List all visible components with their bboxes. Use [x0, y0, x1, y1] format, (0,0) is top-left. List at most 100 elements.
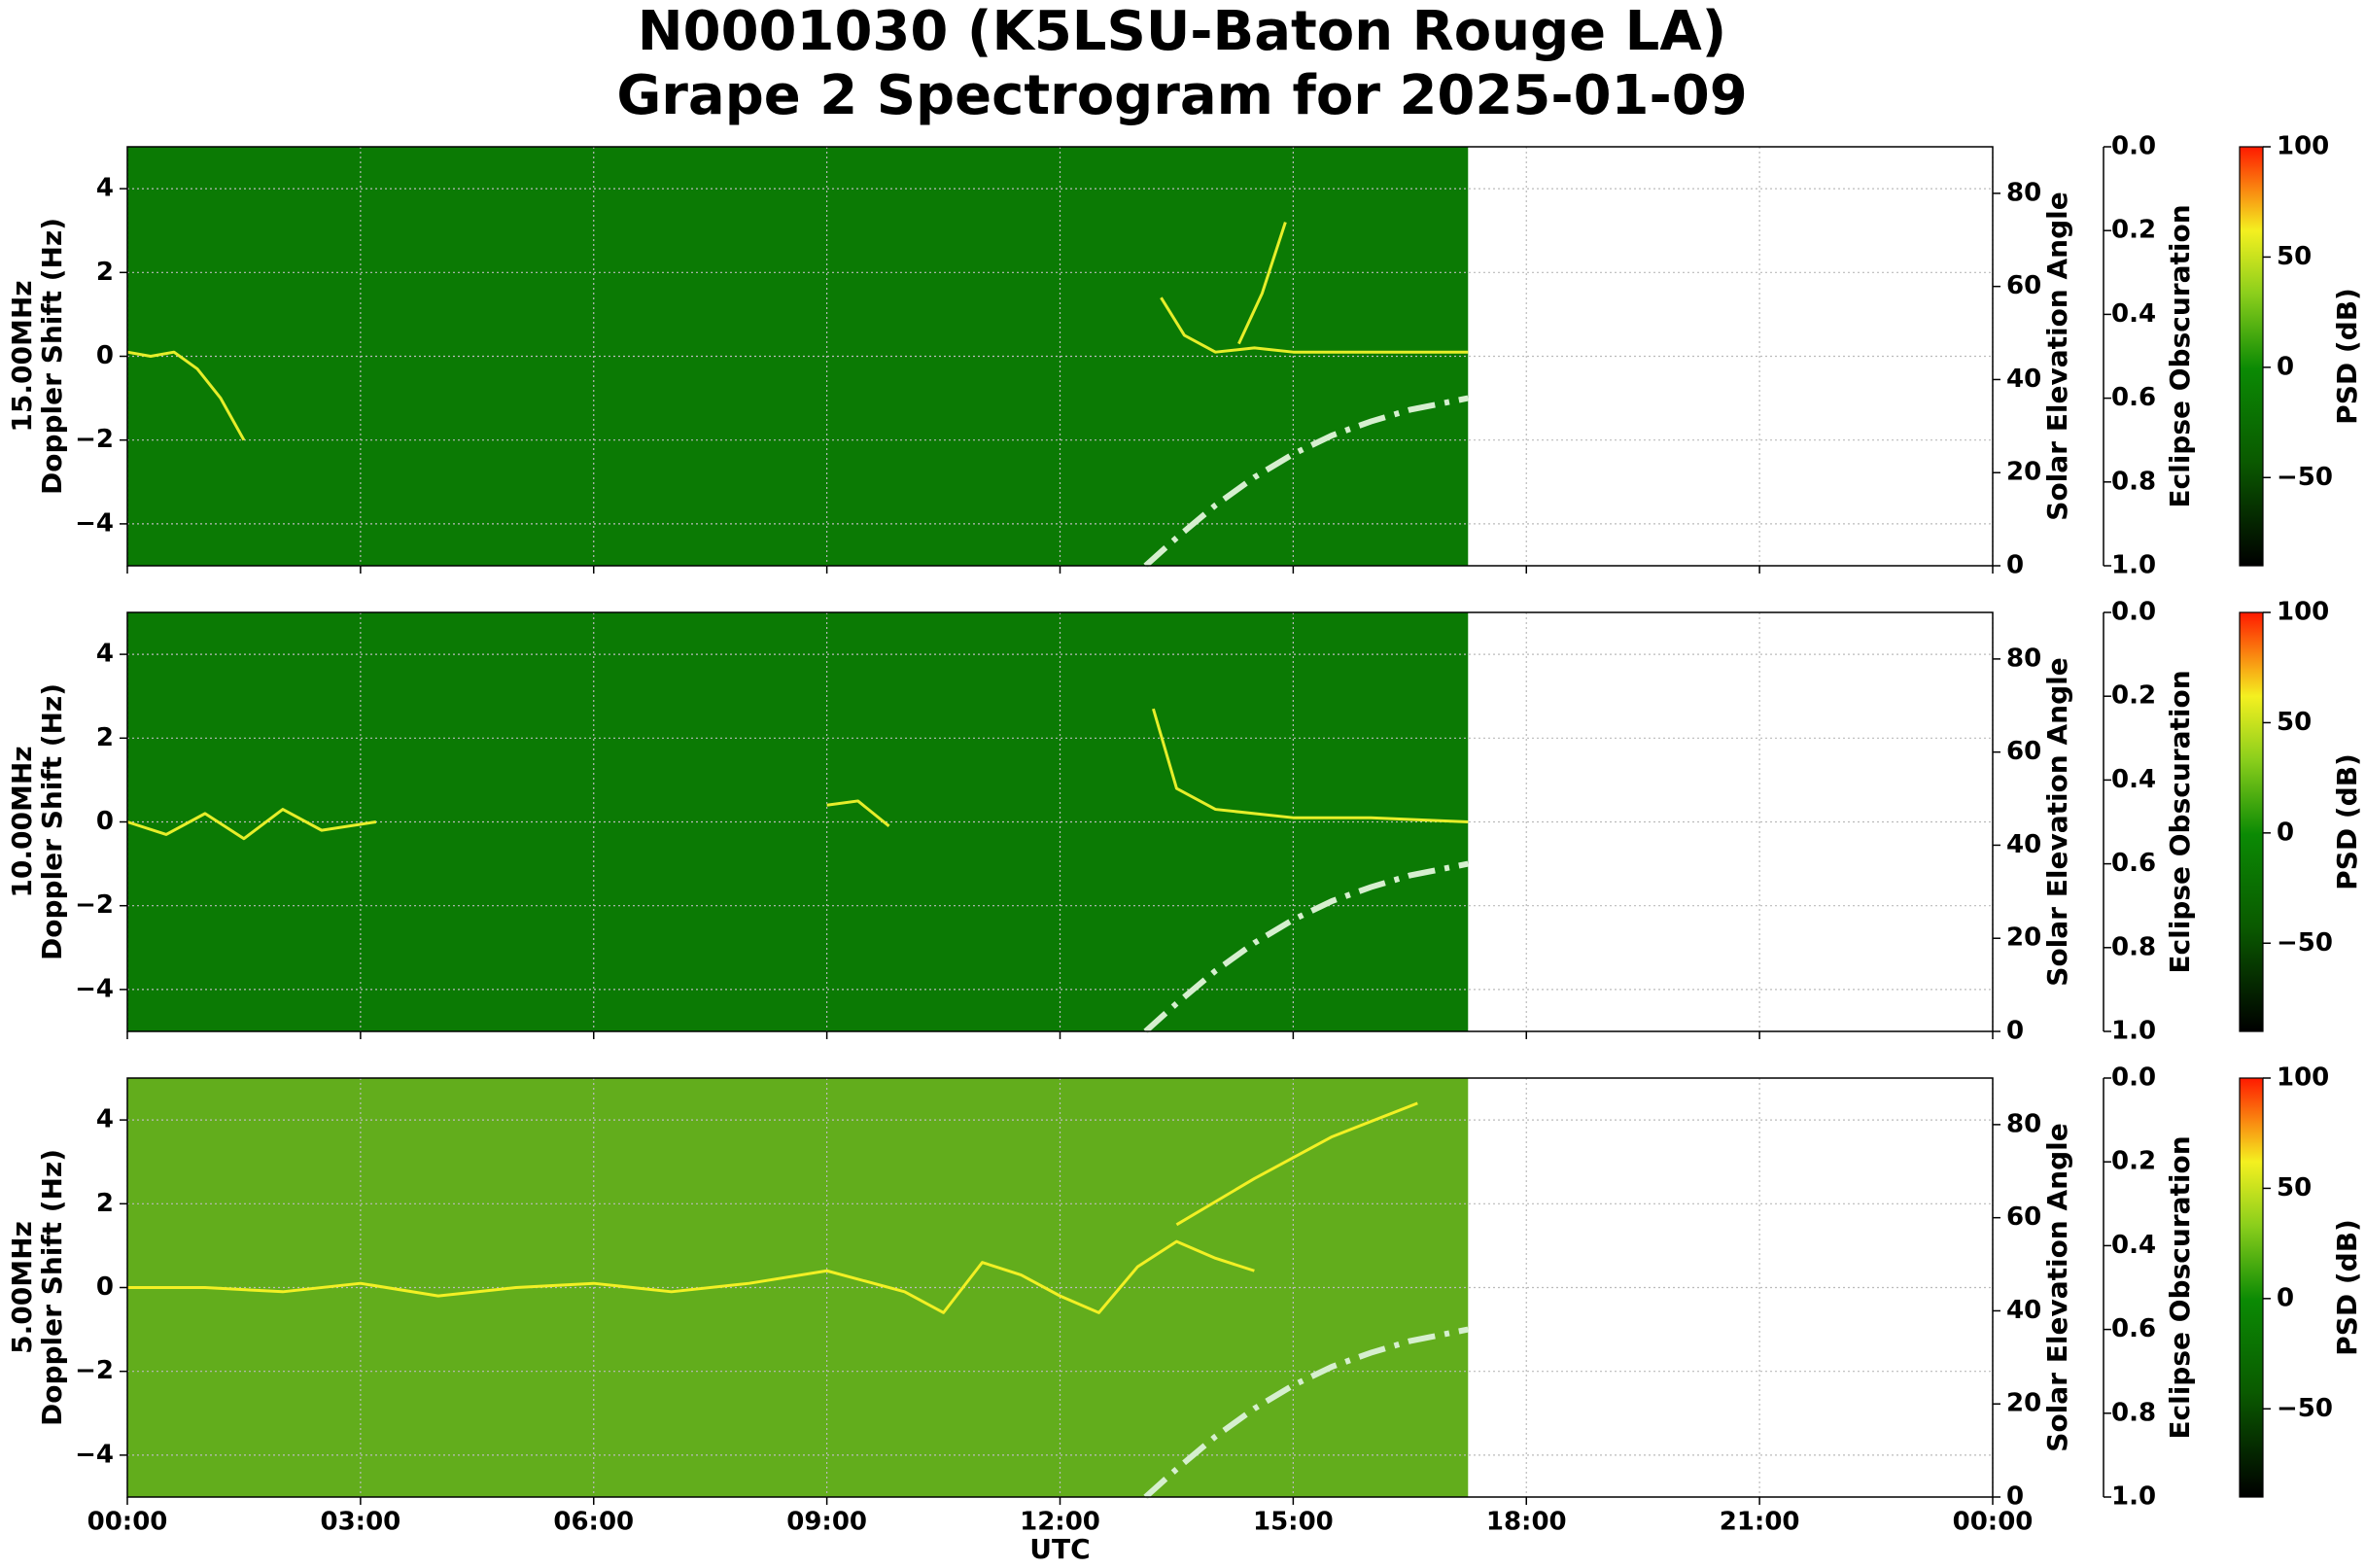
y-axis-label: 10.00MHz [6, 746, 38, 897]
title-line: Grape 2 Spectrogram for 2025-01-09 [616, 64, 1747, 127]
colorbar-tick-label: 0 [2277, 1283, 2294, 1312]
x-tick-label: 21:00 [1720, 1508, 1800, 1537]
colorbar-tick-label: 100 [2277, 1063, 2329, 1093]
colorbar-tick-label: −50 [2277, 463, 2333, 492]
colorbar-tick-label: 0 [2277, 352, 2294, 381]
plot-frame [126, 611, 1994, 1032]
y-tick-label: 4 [96, 1105, 114, 1134]
y-tick-label: −2 [75, 425, 114, 454]
colorbar-tick-label: −50 [2277, 928, 2333, 958]
y3-tick-label: 0.8 [2111, 1398, 2156, 1427]
y-axis-label: Doppler Shift (Hz) [36, 218, 68, 495]
x-tick-label: 06:00 [553, 1508, 634, 1537]
y3-axis-label: Eclipse Obscuration [2164, 670, 2196, 973]
y3-axis-label: Eclipse Obscuration [2164, 204, 2196, 507]
y2-tick-label: 0 [2006, 551, 2024, 580]
y3-tick-label: 0.8 [2111, 467, 2156, 496]
colorbar-label: PSD (dB) [2331, 753, 2363, 890]
colorbar-tick-label: −50 [2277, 1394, 2333, 1423]
y2-tick-label: 80 [2006, 1109, 2041, 1138]
y3-tick-label: 0.4 [2111, 299, 2156, 329]
colorbar-label: PSD (dB) [2331, 288, 2363, 425]
y-tick-label: −4 [75, 508, 114, 538]
y2-tick-label: 20 [2006, 458, 2041, 487]
doppler-trace [126, 350, 246, 441]
y-tick-label: 0 [96, 807, 114, 836]
solar-elevation-curve [1143, 860, 1469, 1034]
y-tick-label: 0 [96, 341, 114, 370]
y2-tick-label: 40 [2006, 830, 2041, 859]
plot-frame [126, 146, 1994, 567]
y2-tick-label: 0 [2006, 1017, 2024, 1046]
x-tick-label: 12:00 [1020, 1508, 1100, 1537]
y-axis-label: 15.00MHz [6, 280, 38, 432]
y3-tick-label: 0.0 [2111, 132, 2156, 161]
doppler-trace [126, 808, 377, 841]
spectrogram-area [127, 612, 1469, 1031]
y-axis-label: 5.00MHz [6, 1221, 38, 1354]
y-tick-label: 0 [96, 1272, 114, 1302]
colorbar-tick-label: 50 [2277, 708, 2312, 737]
y3-tick-label: 0.2 [2111, 681, 2156, 711]
y3-tick-label: 0.6 [2111, 1314, 2156, 1343]
doppler-trace [1175, 1101, 1418, 1227]
y-tick-label: −2 [75, 1356, 114, 1385]
y-tick-label: 2 [96, 1189, 114, 1218]
y3-tick-label: 0.2 [2111, 1147, 2156, 1176]
spectrogram-area [127, 147, 1469, 566]
x-tick-label: 03:00 [320, 1508, 400, 1537]
y3-axis-label: Eclipse Obscuration [2164, 1135, 2196, 1439]
y2-tick-label: 40 [2006, 1296, 2041, 1325]
solar-elevation-curve [1143, 395, 1469, 569]
x-tick-label: 00:00 [87, 1508, 168, 1537]
y2-axis-label: Solar Elevation Angle [2041, 192, 2073, 520]
title-line: N0001030 (K5LSU-Baton Rouge LA) [638, 0, 1727, 63]
y2-axis-label: Solar Elevation Angle [2041, 657, 2073, 986]
y-tick-label: 2 [96, 723, 114, 752]
y3-tick-label: 0.4 [2111, 765, 2156, 794]
y2-tick-label: 80 [2006, 644, 2041, 673]
y3-tick-label: 0.6 [2111, 383, 2156, 412]
y3-tick-label: 1.0 [2111, 551, 2156, 580]
colorbar-tick-label: 50 [2277, 242, 2312, 271]
y2-tick-label: 80 [2006, 178, 2041, 207]
colorbar-label: PSD (dB) [2331, 1219, 2363, 1356]
y-axis-label: Doppler Shift (Hz) [36, 683, 68, 960]
y3-tick-label: 1.0 [2111, 1017, 2156, 1046]
doppler-trace [1152, 708, 1469, 823]
x-tick-label: 00:00 [1953, 1508, 2034, 1537]
x-tick-label: 18:00 [1486, 1508, 1567, 1537]
y2-axis-label: Solar Elevation Angle [2041, 1123, 2073, 1451]
y3-tick-label: 0.0 [2111, 598, 2156, 627]
colorbar [2239, 1077, 2264, 1498]
doppler-trace [127, 1239, 1255, 1314]
plot-frame [126, 1077, 1994, 1498]
spectrogram-area [127, 1078, 1469, 1497]
colorbar-tick-label: 100 [2277, 598, 2329, 627]
y2-tick-label: 60 [2006, 1202, 2041, 1232]
y-axis-label: Doppler Shift (Hz) [36, 1149, 68, 1426]
solar-elevation-curve [1143, 1326, 1469, 1500]
colorbar [2239, 146, 2264, 567]
colorbar-tick-label: 50 [2277, 1173, 2312, 1202]
x-axis-label: UTC [1029, 1533, 1090, 1565]
y3-tick-label: 0.0 [2111, 1063, 2156, 1093]
y-tick-label: 2 [96, 258, 114, 287]
y3-tick-label: 1.0 [2111, 1482, 2156, 1512]
doppler-trace [826, 799, 890, 827]
x-tick-label: 15:00 [1253, 1508, 1334, 1537]
y2-tick-label: 20 [2006, 923, 2041, 953]
y2-tick-label: 0 [2006, 1482, 2024, 1512]
doppler-trace [1237, 222, 1287, 345]
y2-tick-label: 20 [2006, 1389, 2041, 1418]
x-tick-label: 09:00 [786, 1508, 867, 1537]
y-tick-label: 4 [96, 174, 114, 203]
colorbar-tick-label: 0 [2277, 818, 2294, 847]
y3-tick-label: 0.4 [2111, 1231, 2156, 1260]
y3-tick-label: 0.2 [2111, 216, 2156, 245]
y-tick-label: −4 [75, 1440, 114, 1469]
y-tick-label: −4 [75, 974, 114, 1003]
y2-tick-label: 40 [2006, 365, 2041, 394]
y-tick-label: −2 [75, 890, 114, 920]
